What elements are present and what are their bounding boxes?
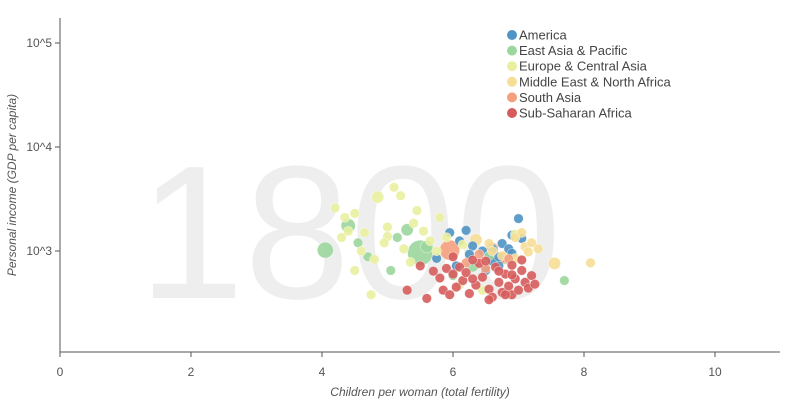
data-point bbox=[493, 277, 504, 288]
data-point bbox=[454, 262, 465, 273]
data-point bbox=[359, 227, 370, 238]
data-point bbox=[516, 265, 527, 276]
legend-label: Middle East & North Africa bbox=[519, 74, 671, 89]
data-point bbox=[421, 293, 432, 304]
legend-label: Europe & Central Asia bbox=[519, 59, 648, 74]
data-point bbox=[585, 257, 596, 268]
data-point bbox=[506, 260, 518, 271]
data-point bbox=[513, 285, 524, 296]
data-point bbox=[392, 232, 403, 243]
y-tick-label: 10^5 bbox=[26, 36, 52, 50]
legend-label: America bbox=[519, 28, 567, 43]
y-axis-label: Personal income (GDP per capita) bbox=[5, 94, 19, 276]
x-axis-ticks: 0 2 4 6 8 10 bbox=[57, 352, 722, 379]
y-tick-label: 10^3 bbox=[26, 244, 52, 258]
y-tick-label: 10^4 bbox=[26, 140, 52, 154]
data-point bbox=[316, 241, 334, 259]
data-point bbox=[487, 245, 498, 257]
legend-label: Sub-Saharan Africa bbox=[519, 106, 633, 121]
legend-swatch bbox=[507, 30, 517, 40]
data-point bbox=[343, 226, 354, 237]
data-point bbox=[408, 218, 419, 229]
data-points bbox=[316, 182, 596, 305]
data-point bbox=[398, 243, 409, 254]
chart-axes bbox=[59, 18, 780, 353]
x-tick-label: 6 bbox=[450, 365, 457, 379]
x-axis-label: Children per woman (total fertility) bbox=[330, 385, 509, 399]
data-point bbox=[523, 246, 534, 258]
data-point bbox=[461, 225, 472, 236]
data-point bbox=[349, 265, 360, 276]
data-point bbox=[382, 221, 393, 233]
data-point bbox=[464, 288, 475, 299]
data-point bbox=[516, 254, 527, 266]
data-point bbox=[369, 254, 380, 265]
data-point bbox=[559, 275, 570, 286]
data-point bbox=[418, 226, 429, 237]
data-point bbox=[548, 256, 561, 270]
legend-label: South Asia bbox=[519, 90, 582, 105]
data-point bbox=[424, 235, 436, 247]
legend-label: East Asia & Pacific bbox=[519, 43, 628, 58]
data-point bbox=[480, 255, 491, 267]
data-point bbox=[483, 294, 495, 305]
data-point bbox=[411, 205, 423, 216]
data-point bbox=[506, 269, 518, 280]
data-point bbox=[451, 281, 462, 293]
data-point bbox=[405, 257, 416, 268]
data-point bbox=[339, 212, 351, 223]
legend-swatch bbox=[507, 76, 517, 87]
data-point bbox=[477, 272, 488, 283]
data-point bbox=[467, 254, 478, 266]
legend-swatch bbox=[507, 108, 517, 118]
legend-swatch bbox=[507, 45, 517, 56]
data-point bbox=[444, 289, 455, 300]
data-point bbox=[385, 265, 396, 276]
y-axis-ticks: 10^3 10^4 10^5 bbox=[26, 36, 60, 258]
x-tick-label: 8 bbox=[581, 365, 588, 379]
data-point bbox=[379, 237, 390, 248]
data-point bbox=[493, 266, 504, 277]
data-point bbox=[529, 279, 540, 290]
x-tick-label: 4 bbox=[319, 365, 326, 379]
x-tick-label: 0 bbox=[57, 365, 64, 379]
data-point bbox=[431, 245, 442, 257]
data-point bbox=[330, 202, 341, 213]
data-point bbox=[366, 289, 377, 300]
data-point bbox=[395, 190, 406, 201]
data-point bbox=[526, 270, 537, 281]
data-point bbox=[467, 273, 478, 284]
data-point bbox=[447, 268, 459, 280]
data-point bbox=[533, 243, 544, 254]
data-point bbox=[371, 190, 385, 204]
x-tick-label: 10 bbox=[708, 365, 722, 379]
data-point bbox=[356, 245, 367, 257]
data-point bbox=[461, 267, 472, 278]
data-point bbox=[447, 251, 459, 262]
legend-swatch bbox=[507, 92, 517, 103]
data-point bbox=[526, 237, 537, 248]
data-point bbox=[500, 289, 511, 300]
data-point bbox=[415, 260, 426, 271]
data-point bbox=[516, 227, 527, 238]
legend-swatch bbox=[507, 61, 517, 72]
data-point bbox=[428, 266, 439, 277]
data-point bbox=[349, 208, 360, 219]
data-point bbox=[513, 213, 524, 224]
data-point bbox=[434, 272, 446, 284]
data-point bbox=[457, 239, 468, 250]
data-point bbox=[388, 182, 400, 193]
data-point bbox=[441, 263, 452, 274]
data-point bbox=[402, 285, 413, 296]
data-point bbox=[441, 232, 452, 243]
data-point bbox=[336, 232, 347, 243]
data-point bbox=[434, 212, 446, 223]
x-tick-label: 2 bbox=[188, 365, 195, 379]
